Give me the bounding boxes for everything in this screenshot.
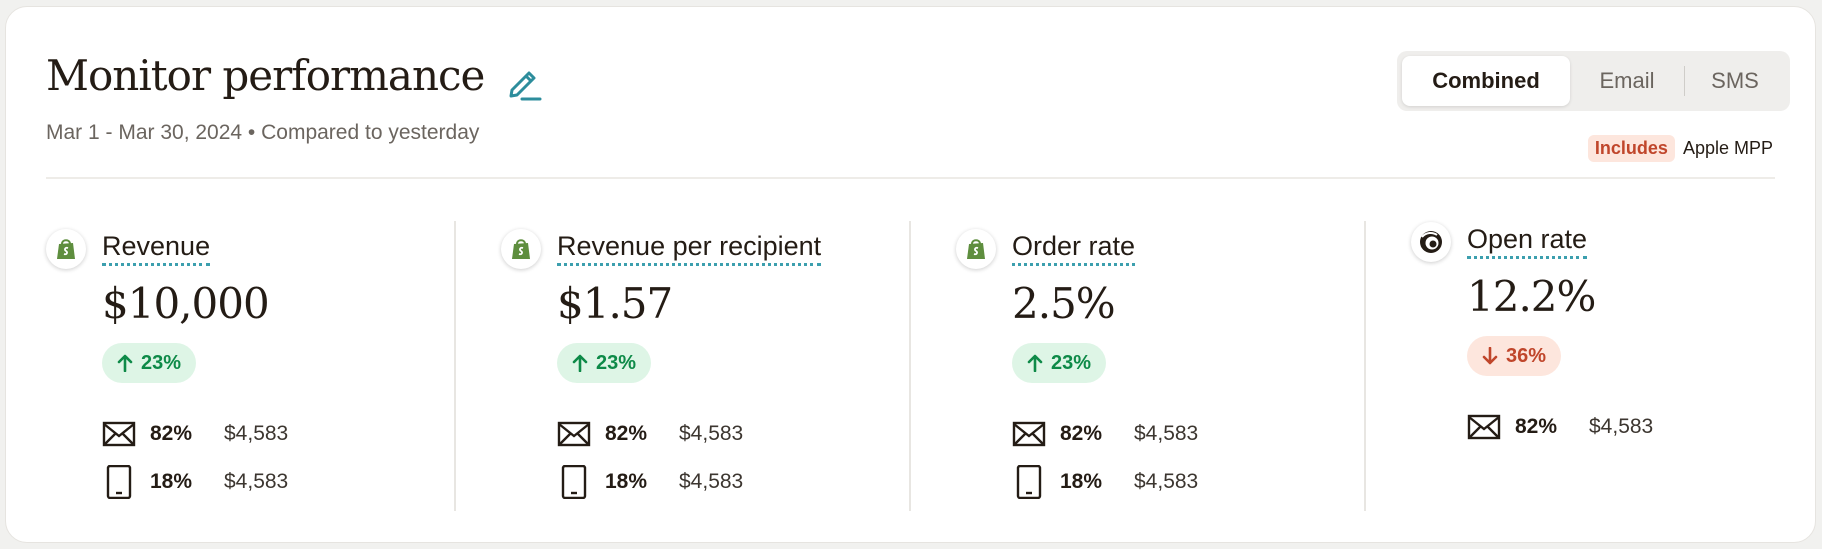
breakdown-row-email: 82% $4,583 xyxy=(557,417,743,451)
shopify-icon xyxy=(501,229,541,269)
column-divider xyxy=(909,221,911,511)
breakdown-amount: $4,583 xyxy=(1134,470,1199,493)
change-value: 23% xyxy=(1051,351,1092,374)
breakdown-pct: 82% xyxy=(1515,415,1558,438)
breakdown-row-email: 82% $4,583 xyxy=(1012,417,1198,451)
channel-segmented-control: Combined Email SMS xyxy=(1397,51,1790,111)
change-value: 23% xyxy=(141,351,182,374)
phone-icon xyxy=(1016,465,1042,499)
breakdown-pct: 82% xyxy=(605,422,648,445)
metric-label[interactable]: Open rate xyxy=(1467,224,1588,259)
breakdown-row-sms: 18% $4,583 xyxy=(557,465,743,499)
phone-icon xyxy=(561,465,587,499)
email-icon xyxy=(102,421,136,447)
breakdown-pct: 18% xyxy=(150,470,193,493)
tab-email[interactable]: Email xyxy=(1599,68,1655,93)
email-icon xyxy=(557,421,591,447)
email-icon xyxy=(1467,414,1501,440)
mailchimp-icon xyxy=(1411,222,1451,262)
breakdown-pct: 18% xyxy=(605,470,648,493)
metric-value: $1.57 xyxy=(557,279,673,328)
arrow-up-icon xyxy=(117,354,133,372)
change-badge: 23% xyxy=(102,343,197,383)
change-badge: 23% xyxy=(557,343,652,383)
date-range-subtitle: Mar 1 - Mar 30, 2024 • Compared to yeste… xyxy=(46,121,480,144)
arrow-down-icon xyxy=(1482,347,1498,365)
breakdown-amount: $4,583 xyxy=(1134,422,1199,445)
breakdown-amount: $4,583 xyxy=(224,470,289,493)
metric-label[interactable]: Order rate xyxy=(1012,231,1136,266)
breakdown-amount: $4,583 xyxy=(224,422,289,445)
phone-icon xyxy=(106,465,132,499)
breakdown-pct: 18% xyxy=(1060,470,1103,493)
change-badge: 23% xyxy=(1012,343,1107,383)
apple-mpp-note: Includes Apple MPP xyxy=(1587,135,1773,162)
breakdown-pct: 82% xyxy=(150,422,193,445)
change-value: 36% xyxy=(1506,344,1547,367)
metric-value: $10,000 xyxy=(102,279,270,328)
arrow-up-icon xyxy=(572,354,588,372)
breakdown-amount: $4,583 xyxy=(679,470,744,493)
metric-card-revenue-per-recipient: Revenue per recipient $1.57 23% 82% $4,5… xyxy=(501,219,911,509)
metric-card-open-rate: Open rate 12.2% 36% 82% $4,583 xyxy=(1411,212,1821,502)
metric-label[interactable]: Revenue xyxy=(102,231,211,266)
column-divider xyxy=(1364,221,1366,511)
header-divider xyxy=(46,177,1775,179)
page-title: Monitor performance xyxy=(46,51,485,100)
tab-sms[interactable]: SMS xyxy=(1711,68,1759,93)
tab-combined[interactable]: Combined xyxy=(1402,56,1570,106)
performance-card: Monitor performance Mar 1 - Mar 30, 2024… xyxy=(5,6,1816,543)
breakdown-row-sms: 18% $4,583 xyxy=(1012,465,1198,499)
column-divider xyxy=(454,221,456,511)
metric-value: 2.5% xyxy=(1012,279,1116,328)
apple-mpp-text: Apple MPP xyxy=(1682,138,1773,158)
segment-divider xyxy=(1684,66,1685,96)
change-badge: 36% xyxy=(1467,336,1562,376)
change-value: 23% xyxy=(596,351,637,374)
breakdown-row-email: 82% $4,583 xyxy=(102,417,288,451)
metric-value: 12.2% xyxy=(1467,272,1596,321)
metric-label[interactable]: Revenue per recipient xyxy=(557,231,822,266)
includes-badge: Includes xyxy=(1587,135,1675,162)
metric-card-order-rate: Order rate 2.5% 23% 82% $4,583 18% $4,58… xyxy=(956,219,1366,509)
email-icon xyxy=(1012,421,1046,447)
breakdown-amount: $4,583 xyxy=(679,422,744,445)
breakdown-amount: $4,583 xyxy=(1589,415,1654,438)
pencil-icon[interactable] xyxy=(502,60,544,102)
breakdown-pct: 82% xyxy=(1060,422,1103,445)
breakdown-row-sms: 18% $4,583 xyxy=(102,465,288,499)
shopify-icon xyxy=(46,229,86,269)
shopify-icon xyxy=(956,229,996,269)
arrow-up-icon xyxy=(1027,354,1043,372)
metric-card-revenue: Revenue $10,000 23% 82% $4,583 18% $4,58… xyxy=(46,219,456,509)
breakdown-row-email: 82% $4,583 xyxy=(1467,410,1653,444)
